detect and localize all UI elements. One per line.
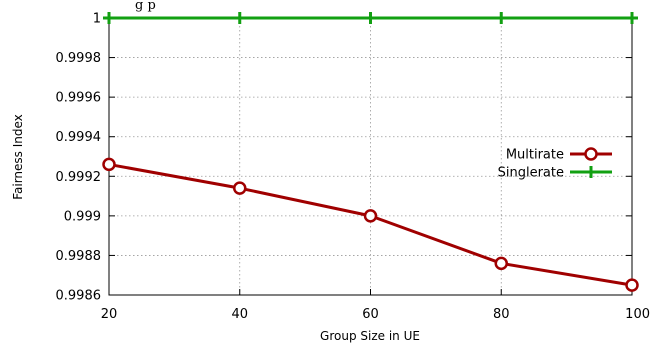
y-tick-label: 0.999: [64, 209, 101, 224]
x-tick-label: 60: [362, 307, 379, 322]
y-tick-label: 1: [93, 12, 101, 27]
legend-label-singlerate: Singlerate: [498, 166, 564, 181]
series-group: [102, 12, 639, 292]
y-axis: 0.9986 0.9988 0.999 0.9992 0.9994 0.9996 0.999…: [56, 12, 632, 304]
singlerate-data-point: [233, 12, 246, 24]
x-tick-label: 80: [493, 307, 510, 322]
legend-marker-singlerate: [585, 166, 597, 178]
multirate-data-point: [102, 157, 116, 172]
y-tick-label: 0.9988: [56, 249, 102, 264]
multirate-data-point: [625, 278, 639, 292]
singlerate-data-point: [626, 12, 638, 24]
singlerate-data-point: [364, 12, 377, 24]
multirate-data-point: [363, 209, 378, 223]
legend: Multirate Singlerate: [498, 147, 612, 181]
y-axis-label: Fairness Index: [11, 114, 25, 200]
x-tick-label: 40: [231, 307, 248, 322]
x-axis: 20 40 60 80 100: [101, 18, 650, 322]
singlerate-data-point: [495, 12, 508, 24]
y-tick-label: 0.9992: [56, 170, 102, 185]
legend-label-multirate: Multirate: [506, 148, 564, 163]
x-tick-label: 100: [625, 307, 650, 322]
y-tick-label: 0.9996: [56, 91, 102, 106]
x-tick-label: 20: [101, 307, 118, 322]
multirate-data-point: [494, 256, 508, 271]
singlerate-data-point: [103, 12, 115, 24]
y-tick-label: 0.9998: [56, 51, 102, 66]
x-axis-label: Group Size in UE: [320, 329, 420, 343]
multirate-data-point: [233, 181, 247, 195]
y-tick-label: 0.9994: [56, 130, 102, 145]
top-caption-fragment: g p: [135, 0, 156, 13]
y-tick-label: 0.9986: [56, 289, 102, 304]
legend-marker-multirate: [584, 147, 598, 161]
